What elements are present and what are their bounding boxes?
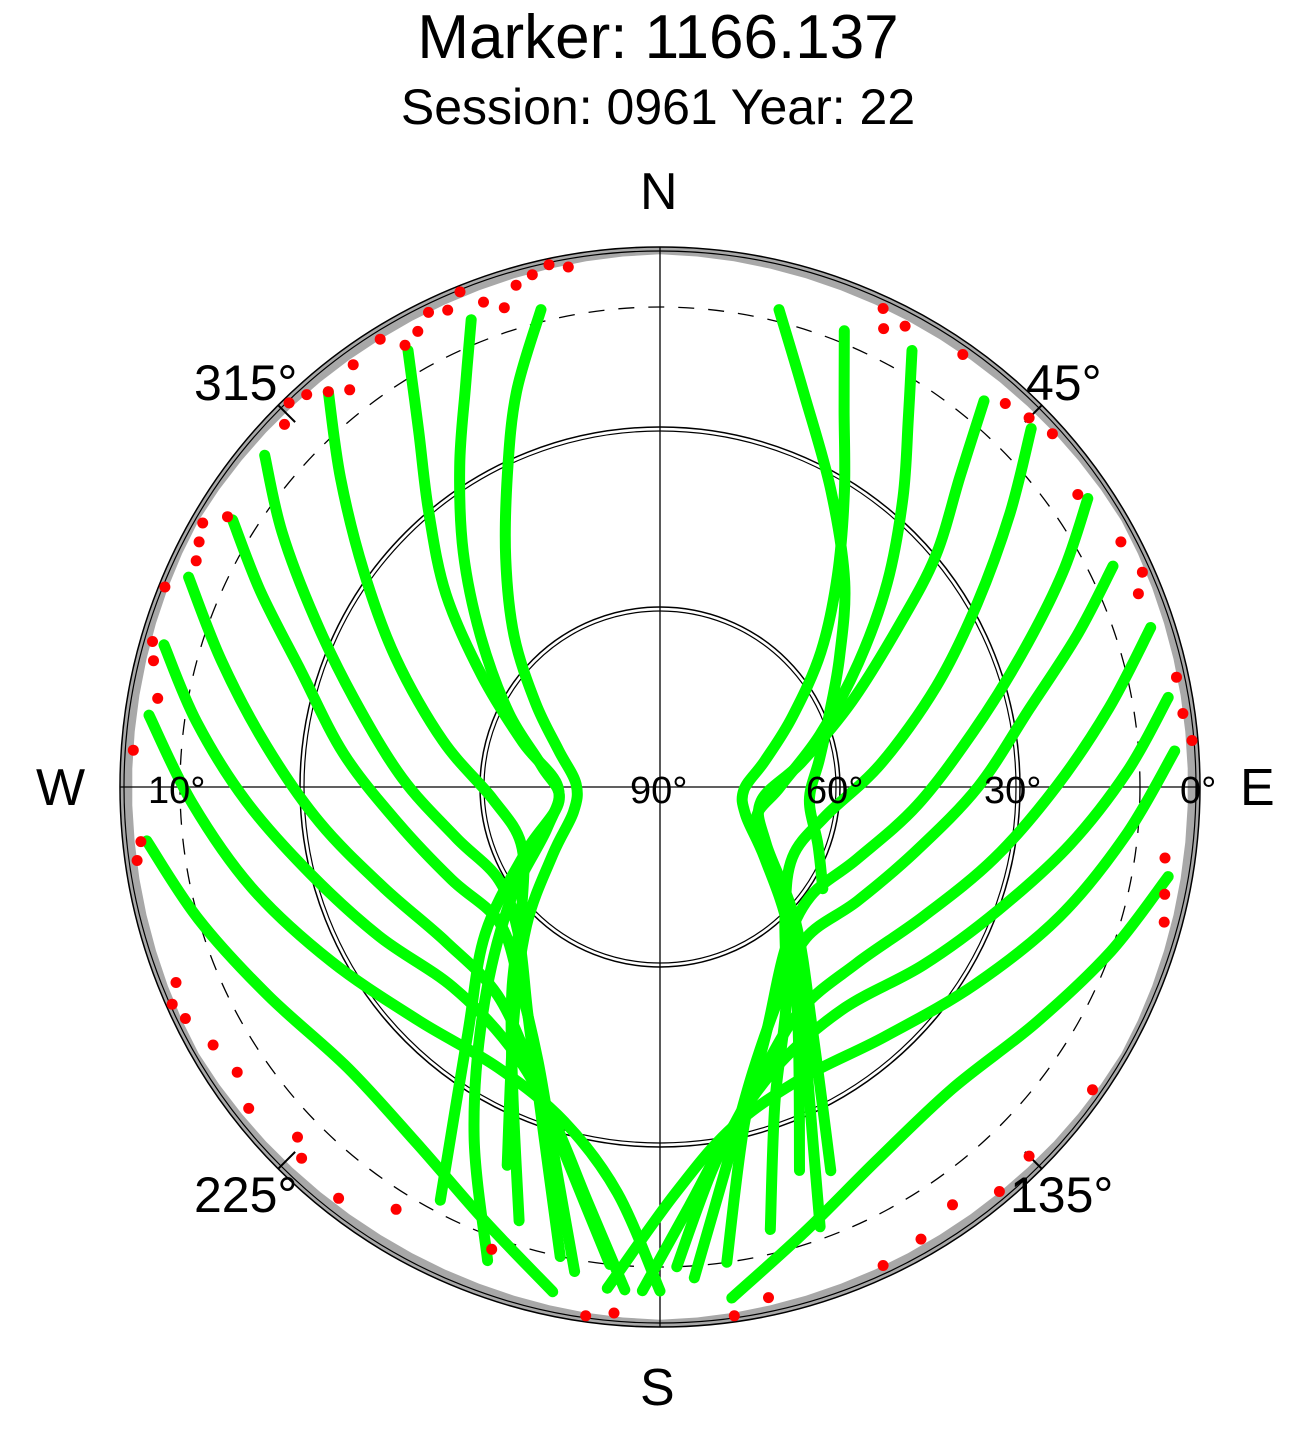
chart-title: Marker: 1166.137 xyxy=(417,3,899,72)
elevation-label-90: 90° xyxy=(630,770,688,812)
rejected-point-59 xyxy=(423,306,434,318)
compass-south-label: S xyxy=(640,1359,675,1417)
rejected-point-42 xyxy=(152,692,164,704)
rejected-point-40 xyxy=(135,836,147,848)
rejected-point-25 xyxy=(728,1310,740,1322)
rejected-point-35 xyxy=(207,1039,219,1051)
rejected-point-66 xyxy=(543,259,555,271)
rejected-point-24 xyxy=(763,1292,774,1304)
rejected-point-1 xyxy=(877,303,889,314)
rejected-point-44 xyxy=(147,636,158,647)
rejected-point-61 xyxy=(454,286,466,298)
rejected-point-55 xyxy=(347,359,359,371)
rejected-point-27 xyxy=(580,1310,592,1322)
rejected-point-2 xyxy=(878,323,890,335)
rejected-point-58 xyxy=(412,325,424,337)
rejected-points-layer xyxy=(127,259,1198,1322)
rejected-point-10 xyxy=(1136,566,1148,578)
elevation-label-0: 0° xyxy=(1180,770,1217,812)
rejected-point-52 xyxy=(301,389,313,401)
elevation-label-30: 30° xyxy=(984,770,1042,812)
satellite-track-1 xyxy=(773,304,851,895)
azimuth-label-315: 315° xyxy=(194,355,298,411)
rejected-point-45 xyxy=(159,581,171,593)
rejected-point-20 xyxy=(993,1186,1005,1197)
satellite-track-10 xyxy=(601,745,1181,1294)
rejected-point-32 xyxy=(292,1131,303,1143)
satellite-track-4 xyxy=(752,395,990,1177)
rejected-point-51 xyxy=(283,397,295,409)
compass-north-label: N xyxy=(640,163,678,221)
rejected-point-8 xyxy=(1072,489,1084,500)
rejected-point-53 xyxy=(322,386,334,398)
rejected-point-46 xyxy=(190,555,202,567)
rejected-point-22 xyxy=(915,1233,927,1245)
rejected-point-15 xyxy=(1159,852,1171,864)
rejected-point-28 xyxy=(486,1243,498,1255)
rejected-point-67 xyxy=(562,261,574,273)
satellite-track-21 xyxy=(141,835,559,1298)
rejected-point-13 xyxy=(1177,708,1189,719)
azimuth-label-45: 45° xyxy=(1026,355,1102,411)
compass-east-label: E xyxy=(1240,759,1275,817)
grid-layer xyxy=(119,246,1201,1328)
azimuth-tick-315 xyxy=(277,404,296,423)
azimuth-tick-225 xyxy=(277,1151,296,1170)
rejected-point-60 xyxy=(442,304,454,316)
rejected-point-23 xyxy=(877,1260,889,1271)
satellite-track-19 xyxy=(143,709,666,1297)
rejected-point-39 xyxy=(131,855,143,866)
rejected-point-12 xyxy=(1171,671,1182,683)
rejected-point-49 xyxy=(222,511,233,523)
satellite-track-18 xyxy=(158,639,631,1296)
rejected-point-56 xyxy=(374,333,386,345)
satellite-track-9 xyxy=(636,691,1174,1297)
rejected-point-50 xyxy=(279,418,290,430)
rejected-point-57 xyxy=(399,339,411,351)
elevation-label-60: 60° xyxy=(806,770,864,812)
rejected-point-43 xyxy=(148,655,159,667)
rejected-point-62 xyxy=(478,296,489,308)
rejected-point-16 xyxy=(1159,888,1171,900)
rejected-point-33 xyxy=(243,1102,255,1114)
rejected-point-11 xyxy=(1132,588,1144,600)
rejected-point-29 xyxy=(390,1203,402,1215)
rejected-point-65 xyxy=(526,269,538,281)
rejected-point-38 xyxy=(170,977,182,988)
compass-west-label: W xyxy=(36,759,86,817)
elevation-label-10: 10° xyxy=(148,770,206,812)
rejected-point-19 xyxy=(1023,1150,1035,1162)
rejected-point-36 xyxy=(179,1013,191,1024)
rejected-point-37 xyxy=(166,998,178,1010)
satellite-track-13 xyxy=(402,345,565,1267)
rejected-point-21 xyxy=(947,1199,958,1211)
rejected-point-64 xyxy=(510,279,522,291)
rejected-point-3 xyxy=(899,320,911,332)
rejected-point-63 xyxy=(498,302,510,314)
rejected-point-30 xyxy=(333,1192,345,1204)
rejected-point-41 xyxy=(127,744,139,756)
rejected-point-31 xyxy=(296,1152,308,1164)
azimuth-label-135: 135° xyxy=(1010,1167,1114,1223)
rejected-point-48 xyxy=(197,517,209,529)
rejected-point-14 xyxy=(1186,735,1198,746)
rejected-point-18 xyxy=(1087,1084,1098,1096)
rejected-point-54 xyxy=(344,384,356,396)
rejected-point-26 xyxy=(608,1307,620,1319)
chart-subtitle: Session: 0961 Year: 22 xyxy=(400,79,916,135)
rejected-point-34 xyxy=(231,1066,243,1078)
rejected-point-17 xyxy=(1158,916,1170,928)
rejected-point-9 xyxy=(1115,536,1127,548)
satellite-tracks-layer xyxy=(141,304,1181,1304)
rejected-point-6 xyxy=(1023,412,1035,424)
satellite-track-20 xyxy=(726,871,1174,1304)
rejected-point-7 xyxy=(1046,428,1058,440)
rejected-point-5 xyxy=(999,398,1011,409)
azimuth-label-225: 225° xyxy=(194,1167,298,1223)
rejected-point-4 xyxy=(957,349,969,360)
rejected-point-47 xyxy=(193,536,205,548)
